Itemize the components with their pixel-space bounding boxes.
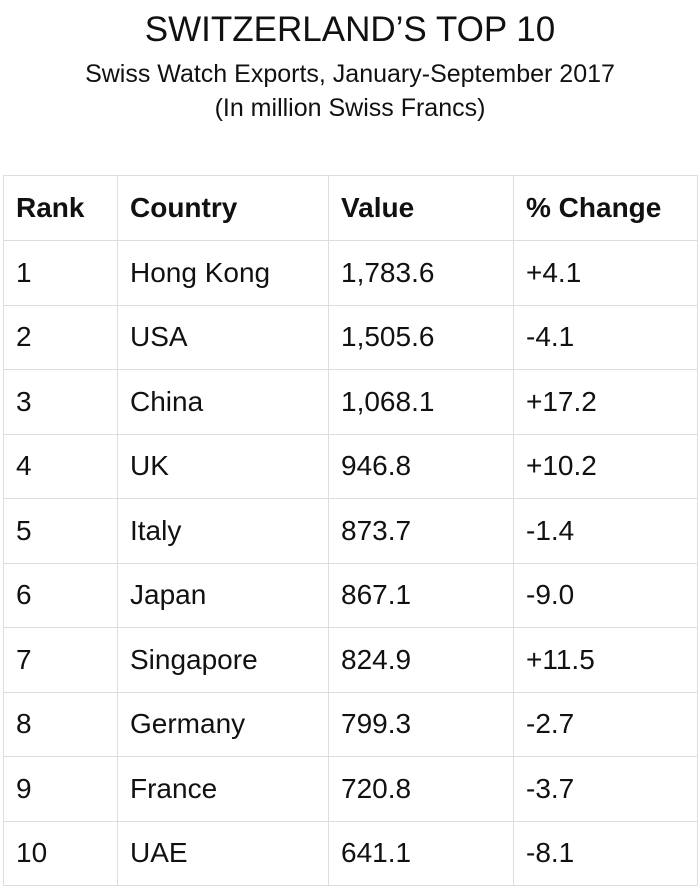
table-cell: 824.9	[328, 627, 514, 693]
table-row: 2 USA 1,505.6 -4.1	[3, 304, 698, 370]
table-row: 9 France 720.8 -3.7	[3, 756, 698, 822]
table-cell: -2.7	[513, 691, 698, 757]
table-row: 5 Italy 873.7 -1.4	[3, 498, 698, 564]
table-cell: 867.1	[328, 562, 514, 628]
table-row: 10 UAE 641.1 -8.1	[3, 820, 698, 886]
table-cell: 8	[3, 691, 118, 757]
table-cell: 4	[3, 433, 118, 499]
table-cell: -4.1	[513, 304, 698, 370]
table-cell: +11.5	[513, 627, 698, 693]
table-cell: -9.0	[513, 562, 698, 628]
table-cell: France	[117, 756, 329, 822]
title: SWITZERLAND’S TOP 10	[144, 10, 556, 49]
table-cell: 720.8	[328, 756, 514, 822]
unit-note: (In million Swiss Francs)	[214, 94, 486, 122]
table-cell: 873.7	[328, 498, 514, 564]
table-row: 1 Hong Kong 1,783.6 +4.1	[3, 240, 698, 306]
table-cell: 2	[3, 304, 118, 370]
table-cell: Singapore	[117, 627, 329, 693]
column-header: Country	[117, 175, 329, 241]
table-cell: -1.4	[513, 498, 698, 564]
table-cell: 799.3	[328, 691, 514, 757]
table-body: 1 Hong Kong 1,783.6 +4.1 2 USA 1,505.6 -4.1 3 Chi…	[3, 240, 698, 886]
table-cell: 1,068.1	[328, 369, 514, 435]
table-cell: -3.7	[513, 756, 698, 822]
table-cell: +4.1	[513, 240, 698, 306]
table-cell: Germany	[117, 691, 329, 757]
table-cell: UAE	[117, 820, 329, 886]
table-cell: 5	[3, 498, 118, 564]
table-row: 7 Singapore 824.9 +11.5	[3, 627, 698, 693]
table-row: 3 China 1,068.1 +17.2	[3, 369, 698, 435]
table-cell: 1,783.6	[328, 240, 514, 306]
table-cell: 9	[3, 756, 118, 822]
table-row: 8 Germany 799.3 -2.7	[3, 691, 698, 757]
table-cell: 6	[3, 562, 118, 628]
table-cell: China	[117, 369, 329, 435]
table-cell: -8.1	[513, 820, 698, 886]
table-cell: 1	[3, 240, 118, 306]
table-row: 4 UK 946.8 +10.2	[3, 433, 698, 499]
table-cell: 3	[3, 369, 118, 435]
table-cell: Hong Kong	[117, 240, 329, 306]
table-row: 6 Japan 867.1 -9.0	[3, 562, 698, 628]
table-cell: 10	[3, 820, 118, 886]
table-cell: 641.1	[328, 820, 514, 886]
table-cell: Italy	[117, 498, 329, 564]
column-header: Rank	[3, 175, 118, 241]
column-header: % Change	[513, 175, 698, 241]
header-row: Rank Country Value% Change	[3, 175, 698, 241]
table-cell: 7	[3, 627, 118, 693]
exports-table: Rank Country Value% Change 1 Hong Kong 1,783…	[3, 175, 698, 886]
subtitle: Swiss Watch Exports, January-September 2…	[85, 60, 615, 88]
table-cell: 946.8	[328, 433, 514, 499]
table-cell: 1,505.6	[328, 304, 514, 370]
column-header: Value	[328, 175, 514, 241]
table-cell: Japan	[117, 562, 329, 628]
table-cell: UK	[117, 433, 329, 499]
table-cell: USA	[117, 304, 329, 370]
table-cell: +10.2	[513, 433, 698, 499]
table-cell: +17.2	[513, 369, 698, 435]
